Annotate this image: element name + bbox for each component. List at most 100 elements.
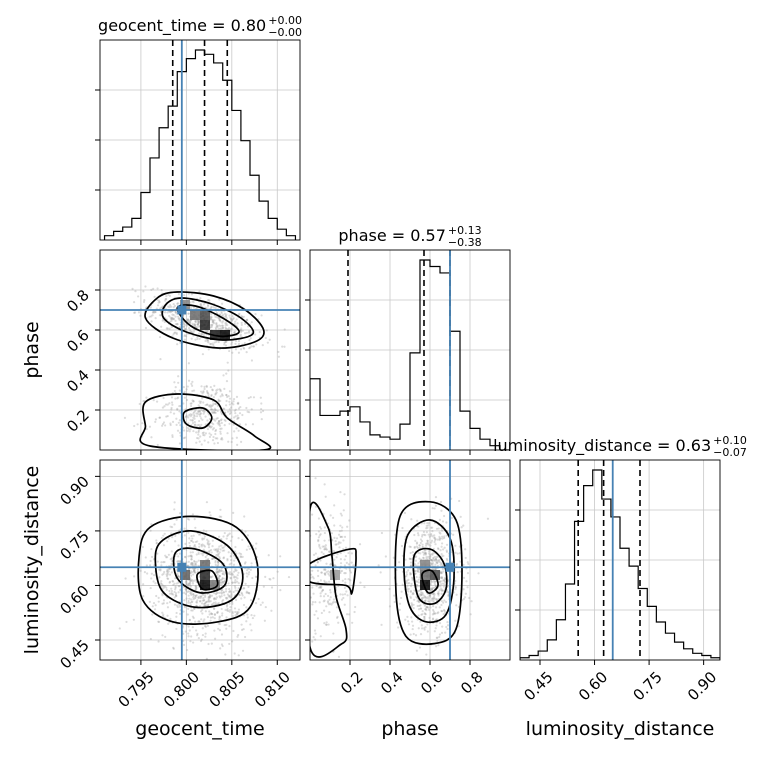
sample-point	[207, 557, 210, 561]
sample-point	[198, 337, 201, 340]
sample-point	[198, 620, 201, 623]
sample-point	[226, 596, 229, 599]
sample-point	[434, 558, 438, 562]
sample-point	[214, 597, 218, 601]
sample-point	[338, 530, 342, 533]
sample-point	[233, 409, 236, 412]
sample-point	[436, 538, 439, 541]
sample-point	[184, 592, 187, 596]
sample-point	[219, 432, 222, 435]
sample-point	[423, 618, 426, 621]
sample-point	[431, 553, 434, 556]
sample-point	[435, 555, 438, 559]
sample-point	[239, 335, 242, 338]
sample-point	[193, 544, 196, 548]
sample-point	[311, 600, 315, 604]
sample-point	[454, 619, 457, 622]
sample-point	[188, 541, 191, 545]
sample-point	[237, 633, 240, 637]
sample-point	[210, 315, 213, 319]
sample-point	[207, 599, 210, 602]
sample-point	[166, 327, 169, 330]
sample-point	[228, 596, 231, 599]
sample-point	[167, 293, 170, 296]
sample-point	[149, 559, 152, 563]
sample-point	[195, 415, 199, 418]
sample-point	[415, 584, 419, 587]
sample-point	[199, 412, 202, 415]
sample-point	[208, 432, 211, 435]
sample-point	[202, 333, 205, 336]
sample-point	[428, 594, 431, 597]
sample-point	[227, 533, 230, 536]
sample-point	[192, 541, 195, 544]
sample-point	[336, 553, 339, 556]
sample-point	[307, 596, 309, 598]
sample-point	[258, 663, 260, 665]
sample-point	[233, 581, 236, 584]
sample-point	[170, 310, 173, 313]
sample-point	[261, 344, 264, 347]
sample-point	[195, 412, 198, 415]
sample-point	[410, 582, 413, 586]
sample-point	[210, 408, 213, 411]
sample-point	[208, 549, 211, 552]
sample-point	[236, 414, 239, 417]
sample-point	[175, 611, 178, 615]
sample-point	[150, 572, 153, 575]
sample-point	[177, 544, 180, 547]
sample-point	[445, 557, 448, 561]
sample-point	[430, 562, 433, 565]
sample-point	[236, 574, 239, 577]
sample-point	[192, 400, 195, 403]
sample-point	[200, 543, 203, 547]
sample-point	[166, 569, 169, 572]
sample-point	[188, 544, 192, 547]
sample-point	[245, 572, 248, 575]
sample-point	[236, 610, 239, 614]
sample-point	[429, 544, 432, 547]
sample-point	[417, 570, 420, 573]
title-phase: phase = 0.57 +0.13−0.38	[338, 224, 481, 249]
sample-point	[440, 603, 443, 607]
sample-point	[185, 388, 188, 391]
sample-point	[464, 548, 467, 551]
sample-point	[238, 312, 241, 315]
sample-point	[411, 593, 414, 596]
sample-point	[183, 390, 186, 393]
sample-point	[183, 534, 186, 537]
sample-point	[236, 443, 239, 446]
sample-point	[197, 325, 200, 328]
sample-point	[350, 552, 354, 555]
sample-point	[165, 588, 168, 591]
sample-point	[398, 602, 402, 605]
sample-point	[196, 599, 199, 602]
sample-point	[419, 541, 422, 545]
sample-point	[206, 615, 210, 619]
sample-point	[442, 613, 445, 616]
sample-point	[191, 384, 194, 387]
sample-point	[153, 608, 157, 611]
sample-point	[187, 582, 190, 586]
sample-point	[346, 525, 349, 528]
sample-point	[209, 326, 212, 329]
sample-point	[457, 605, 461, 609]
sample-point	[178, 585, 181, 588]
sample-point	[191, 419, 194, 422]
sample-point	[441, 589, 445, 592]
sample-point	[240, 329, 243, 332]
sample-point	[431, 559, 434, 562]
sample-point	[175, 552, 178, 556]
sample-point	[149, 586, 152, 590]
sample-point	[157, 640, 160, 643]
sample-point	[401, 583, 404, 586]
sample-point	[454, 579, 457, 583]
sample-point	[212, 402, 215, 405]
sample-point	[211, 318, 214, 321]
sample-point	[214, 561, 217, 564]
sample-point	[240, 314, 243, 317]
sample-point	[189, 413, 192, 416]
sample-point	[151, 605, 154, 608]
sample-point	[208, 299, 211, 302]
sample-point	[462, 588, 465, 591]
